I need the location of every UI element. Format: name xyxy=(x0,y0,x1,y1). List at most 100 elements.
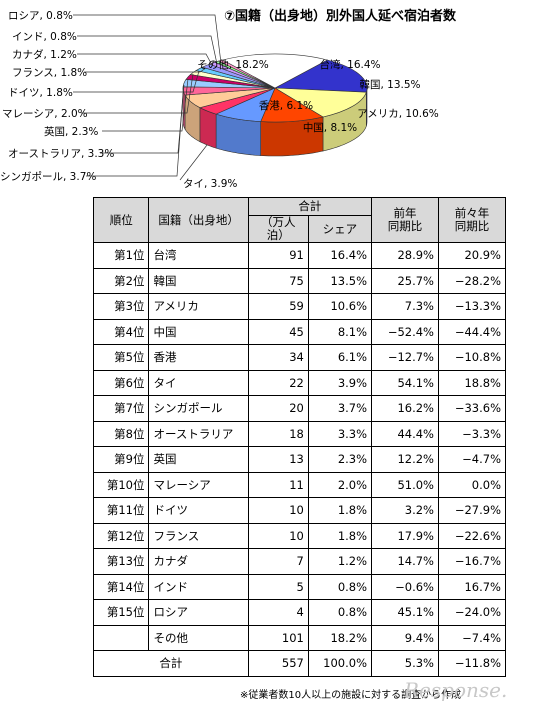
share-cell: 13.5% xyxy=(307,267,373,294)
rank-cell: 第12位 xyxy=(92,522,150,549)
header-prev2-year-line1: 前々年 xyxy=(454,206,490,220)
country-cell: カナダ xyxy=(148,548,249,575)
persons-cell: 45 xyxy=(247,318,309,345)
share-cell: 3.9% xyxy=(307,369,373,396)
yoy-cell: −52.4% xyxy=(371,318,439,345)
share-cell: 10.6% xyxy=(307,293,373,320)
slice-label: 台湾, 16.4% xyxy=(319,58,380,71)
persons-cell: 101 xyxy=(247,624,309,651)
share-cell: 0.8% xyxy=(307,599,373,626)
rank-cell: 第5位 xyxy=(92,344,150,371)
country-cell: 香港 xyxy=(148,344,249,371)
pie-slice xyxy=(273,59,368,93)
slice-label: シンガポール, 3.7% xyxy=(0,171,96,183)
yoy2-cell: −22.6% xyxy=(437,522,507,549)
slice-label: 中国, 8.1% xyxy=(303,121,357,134)
yoy-cell: 3.2% xyxy=(371,497,439,524)
yoy-cell: 9.4% xyxy=(371,624,439,651)
leader-line xyxy=(179,144,208,181)
pie-slice xyxy=(260,87,324,123)
table-row: その他 101 18.2% 9.4% −7.4% xyxy=(92,624,507,651)
header-prev-year: 前年 同期比 xyxy=(371,197,439,243)
persons-cell: 59 xyxy=(247,293,309,320)
share-cell: 0.8% xyxy=(307,573,373,600)
watermark-logo: Response. xyxy=(404,678,508,702)
slice-label: 英国, 2.3% xyxy=(44,125,98,138)
pie-slice xyxy=(221,53,329,89)
leader-line xyxy=(77,35,218,65)
yoy2-cell: −3.3% xyxy=(437,420,507,447)
slice-label: マレーシア, 2.0% xyxy=(2,108,88,120)
yoy2-cell: 16.7% xyxy=(437,573,507,600)
table-row: 第15位 ロシア 4 0.8% 45.1% −24.0% xyxy=(92,599,507,626)
country-cell: 韓国 xyxy=(148,267,249,294)
country-cell: アメリカ xyxy=(148,293,249,320)
table-row: 第3位 アメリカ 59 10.6% 7.3% −13.3% xyxy=(92,293,507,320)
share-cell: 1.8% xyxy=(307,497,373,524)
yoy-cell: 44.4% xyxy=(371,420,439,447)
yoy2-cell: −16.7% xyxy=(437,548,507,575)
yoy2-cell: −44.4% xyxy=(437,318,507,345)
leader-line xyxy=(86,92,184,177)
persons-cell: 7 xyxy=(247,548,309,575)
rank-cell: 第11位 xyxy=(92,497,150,524)
table-row: 第11位 ドイツ 10 1.8% 3.2% −27.9% xyxy=(92,497,507,524)
share-cell: 18.2% xyxy=(307,624,373,651)
header-prev2-year-line2: 同期比 xyxy=(454,219,490,233)
slice-label: 香港, 6.1% xyxy=(259,100,313,112)
rank-cell: 第8位 xyxy=(92,420,150,447)
table-row: 第2位 韓国 75 13.5% 25.7% −28.2% xyxy=(92,267,507,294)
yoy2-cell: 18.8% xyxy=(437,369,507,396)
share-cell: 8.1% xyxy=(307,318,373,345)
share-cell: 1.2% xyxy=(307,548,373,575)
rank-cell: 第14位 xyxy=(92,573,150,600)
persons-cell: 4 xyxy=(247,599,309,626)
yoy-cell: 54.1% xyxy=(371,369,439,396)
persons-cell: 20 xyxy=(247,395,309,422)
leader-line xyxy=(84,67,207,73)
slice-label: ロシア, 0.8% xyxy=(8,10,73,22)
yoy2-cell: −27.9% xyxy=(437,497,507,524)
yoy-cell: 16.2% xyxy=(371,395,439,422)
slice-label: オーストラリア, 3.3% xyxy=(8,148,114,160)
rank-cell: 第1位 xyxy=(92,242,150,269)
total-persons: 557 xyxy=(247,650,309,677)
yoy-cell: −12.7% xyxy=(371,344,439,371)
country-cell: 英国 xyxy=(148,446,249,473)
persons-cell: 5 xyxy=(247,573,309,600)
leader-line xyxy=(73,70,200,93)
share-cell: 2.0% xyxy=(307,471,373,498)
table-row: 第7位 シンガポール 20 3.7% 16.2% −33.6% xyxy=(92,395,507,422)
footnote: ※従業者数10人以上の施設に対する調査から作成 xyxy=(240,690,462,701)
country-cell: 中国 xyxy=(148,318,249,345)
leader-line xyxy=(100,84,185,154)
yoy-cell: 25.7% xyxy=(371,267,439,294)
rank-cell: 第13位 xyxy=(92,548,150,575)
table-row: 第1位 台湾 91 16.4% 28.9% 20.9% xyxy=(92,242,507,269)
slice-label: 韓国, 13.5% xyxy=(359,79,420,91)
country-cell: ロシア xyxy=(148,599,249,626)
pie-chart: ⑦国籍（出身地）別外国人延べ宿泊者数 台湾, 16.4% 韓国, 13.5% アメリ… xyxy=(0,8,457,190)
rank-cell: 第6位 xyxy=(92,369,150,396)
rank-cell: 第3位 xyxy=(92,293,150,320)
total-share: 100.0% xyxy=(307,650,373,677)
total-row: 合計 557 100.0% 5.3% −11.8% xyxy=(93,650,507,677)
table-row: 第14位 インド 5 0.8% −0.6% 16.7% xyxy=(92,573,507,600)
header-prev2-year: 前々年 同期比 xyxy=(437,197,507,243)
slice-label: フランス, 1.8% xyxy=(12,67,87,79)
table-row: 第6位 タイ 22 3.9% 54.1% 18.8% xyxy=(92,369,507,396)
total-label: 合計 xyxy=(93,650,249,677)
share-cell: 6.1% xyxy=(307,344,373,371)
header-prev-year-line1: 前年 xyxy=(393,206,417,220)
yoy2-cell: −13.3% xyxy=(437,293,507,320)
rank-cell: 第4位 xyxy=(92,318,150,345)
total-yoy2: −11.8% xyxy=(437,650,507,677)
country-cell: フランス xyxy=(148,522,249,549)
leader-line xyxy=(102,78,189,132)
country-cell: ドイツ xyxy=(148,497,249,524)
persons-cell: 11 xyxy=(247,471,309,498)
pie-slice-side xyxy=(199,107,217,149)
share-cell: 3.3% xyxy=(307,420,373,447)
yoy2-cell: −28.2% xyxy=(437,267,507,294)
table-row: 第10位 マレーシア 11 2.0% 51.0% 0.0% xyxy=(92,471,507,498)
